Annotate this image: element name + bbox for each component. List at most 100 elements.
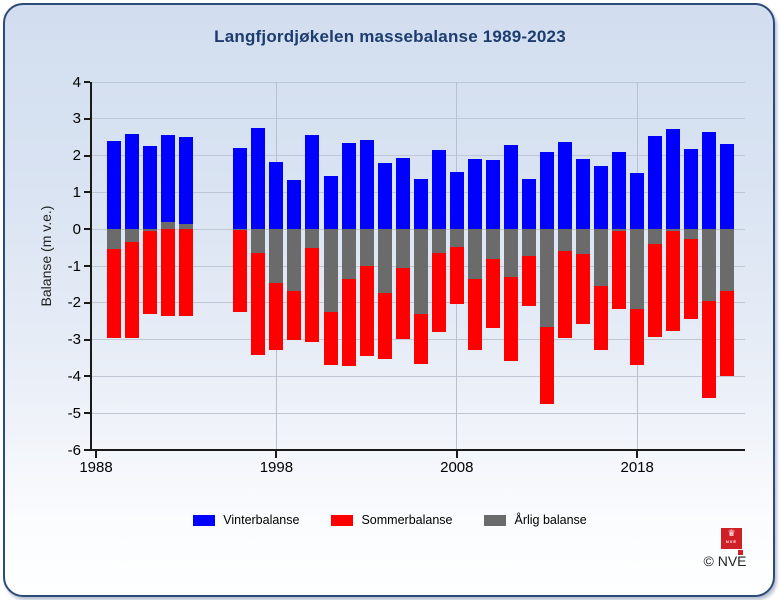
legend-item-winter: Vinterbalanse — [193, 513, 299, 527]
bar-annual-2006 — [413, 229, 428, 314]
nve-logo-block: ♛ NVE © NVE — [695, 527, 755, 573]
nve-logo-micro-text: NVE — [725, 539, 738, 544]
bar-annual-1997 — [251, 229, 266, 254]
x-axis-line — [90, 449, 745, 451]
bar-winter-2022 — [702, 131, 717, 230]
bar-annual-1989 — [107, 229, 122, 250]
bar-annual-2013 — [540, 229, 554, 328]
bar-annual-2022 — [702, 229, 717, 301]
bar-annual-2015 — [576, 229, 591, 255]
bar-winter-2012 — [521, 179, 536, 230]
bar-winter-1997 — [251, 127, 266, 230]
legend: Vinterbalanse Sommerbalanse Årlig balans… — [0, 513, 780, 527]
bar-winter-2002 — [341, 142, 356, 230]
bar-summer-2000 — [305, 229, 320, 343]
y-tick-mark-3 — [84, 117, 90, 120]
bar-winter-1998 — [269, 162, 284, 230]
bar-annual-2011 — [503, 229, 518, 278]
bar-annual-1991 — [143, 229, 158, 232]
bar-annual-2004 — [377, 229, 392, 293]
x-tick-mark-1988 — [95, 451, 97, 458]
bar-winter-2001 — [323, 175, 338, 230]
y-tick-mark-0 — [84, 228, 90, 231]
bar-annual-2001 — [323, 229, 338, 312]
bar-winter-2000 — [305, 135, 320, 230]
bar-annual-2002 — [341, 229, 356, 280]
winter-swatch-icon — [193, 514, 216, 526]
y-tick-label-0: 0 — [72, 220, 81, 238]
y-axis-line — [90, 82, 92, 451]
bar-annual-1993 — [179, 223, 194, 230]
bar-annual-1998 — [269, 229, 284, 283]
bar-summer-1993 — [179, 229, 194, 316]
legend-item-annual: Årlig balanse — [484, 513, 587, 527]
bar-annual-1996 — [233, 229, 248, 231]
x-tick-mark-1998 — [275, 451, 278, 458]
bar-winter-2017 — [612, 151, 627, 230]
bar-annual-2003 — [359, 229, 374, 267]
y-tick-mark--4 — [84, 375, 90, 378]
plot-area — [91, 81, 745, 450]
bar-winter-1993 — [179, 137, 194, 230]
bar-summer-1996 — [233, 229, 248, 312]
bar-summer-1997 — [251, 229, 266, 356]
y-tick-mark-4 — [84, 81, 90, 83]
bar-winter-1996 — [233, 147, 248, 230]
bar-winter-2013 — [540, 152, 554, 230]
bar-winter-2019 — [648, 136, 663, 230]
x-tick-label-1998: 1998 — [259, 459, 294, 476]
annual-swatch-icon — [484, 514, 507, 526]
x-tick-label-1988: 1988 — [79, 459, 113, 476]
y-tick-label-1: 1 — [72, 183, 81, 201]
y-tick-label-4: 4 — [72, 73, 81, 91]
bar-annual-2005 — [395, 229, 410, 268]
y-tick-label-3: 3 — [72, 110, 81, 128]
bar-summer-2021 — [684, 229, 699, 319]
bar-winter-2023 — [720, 144, 735, 230]
y-tick-label--4: -4 — [67, 367, 81, 385]
bar-summer-1992 — [161, 229, 176, 316]
bar-winter-1991 — [143, 146, 158, 230]
bar-winter-2016 — [594, 165, 609, 230]
bar-annual-1999 — [287, 229, 302, 291]
h-gridline--5 — [91, 412, 745, 414]
bar-annual-2008 — [449, 229, 464, 247]
bar-winter-2005 — [395, 158, 410, 230]
bar-summer-1991 — [143, 229, 158, 314]
bar-summer-2017 — [612, 229, 627, 309]
y-tick-mark--1 — [84, 265, 90, 267]
crown-icon: ♛ — [727, 528, 736, 538]
y-tick-mark--3 — [84, 338, 90, 341]
y-tick-label--3: -3 — [67, 331, 81, 349]
copyright-text: © NVE — [703, 553, 747, 569]
x-tick-mark-2008 — [455, 451, 458, 458]
y-tick-label--1: -1 — [67, 257, 81, 275]
bar-winter-2009 — [467, 158, 482, 230]
bar-annual-1990 — [125, 229, 140, 243]
y-tick-label--2: -2 — [67, 294, 81, 312]
bar-annual-2010 — [485, 229, 500, 259]
bar-winter-2010 — [485, 160, 500, 230]
y-tick-mark--5 — [84, 412, 90, 415]
legend-label-winter: Vinterbalanse — [223, 513, 300, 527]
h-gridline-2 — [91, 155, 745, 157]
bar-annual-2000 — [305, 229, 320, 249]
bar-winter-2007 — [431, 150, 446, 230]
bar-annual-2021 — [684, 229, 699, 239]
bar-winter-2015 — [576, 158, 591, 230]
y-tick-mark--2 — [84, 301, 90, 304]
bar-winter-2021 — [684, 148, 699, 230]
y-axis-label: Balanse (m v.e.) — [38, 205, 54, 307]
bar-summer-1989 — [107, 229, 122, 338]
nve-logo-icon: ♛ NVE — [721, 528, 742, 549]
bar-winter-2004 — [377, 162, 392, 230]
y-tick-mark-2 — [84, 154, 90, 157]
bar-annual-2020 — [666, 229, 681, 232]
h-gridline-3 — [91, 118, 745, 120]
legend-label-annual: Årlig balanse — [514, 513, 587, 527]
y-tick-mark--6 — [84, 449, 90, 451]
bar-winter-2011 — [503, 144, 518, 230]
bar-winter-2020 — [666, 128, 681, 230]
bar-winter-2003 — [359, 139, 374, 230]
summer-swatch-icon — [331, 514, 354, 526]
